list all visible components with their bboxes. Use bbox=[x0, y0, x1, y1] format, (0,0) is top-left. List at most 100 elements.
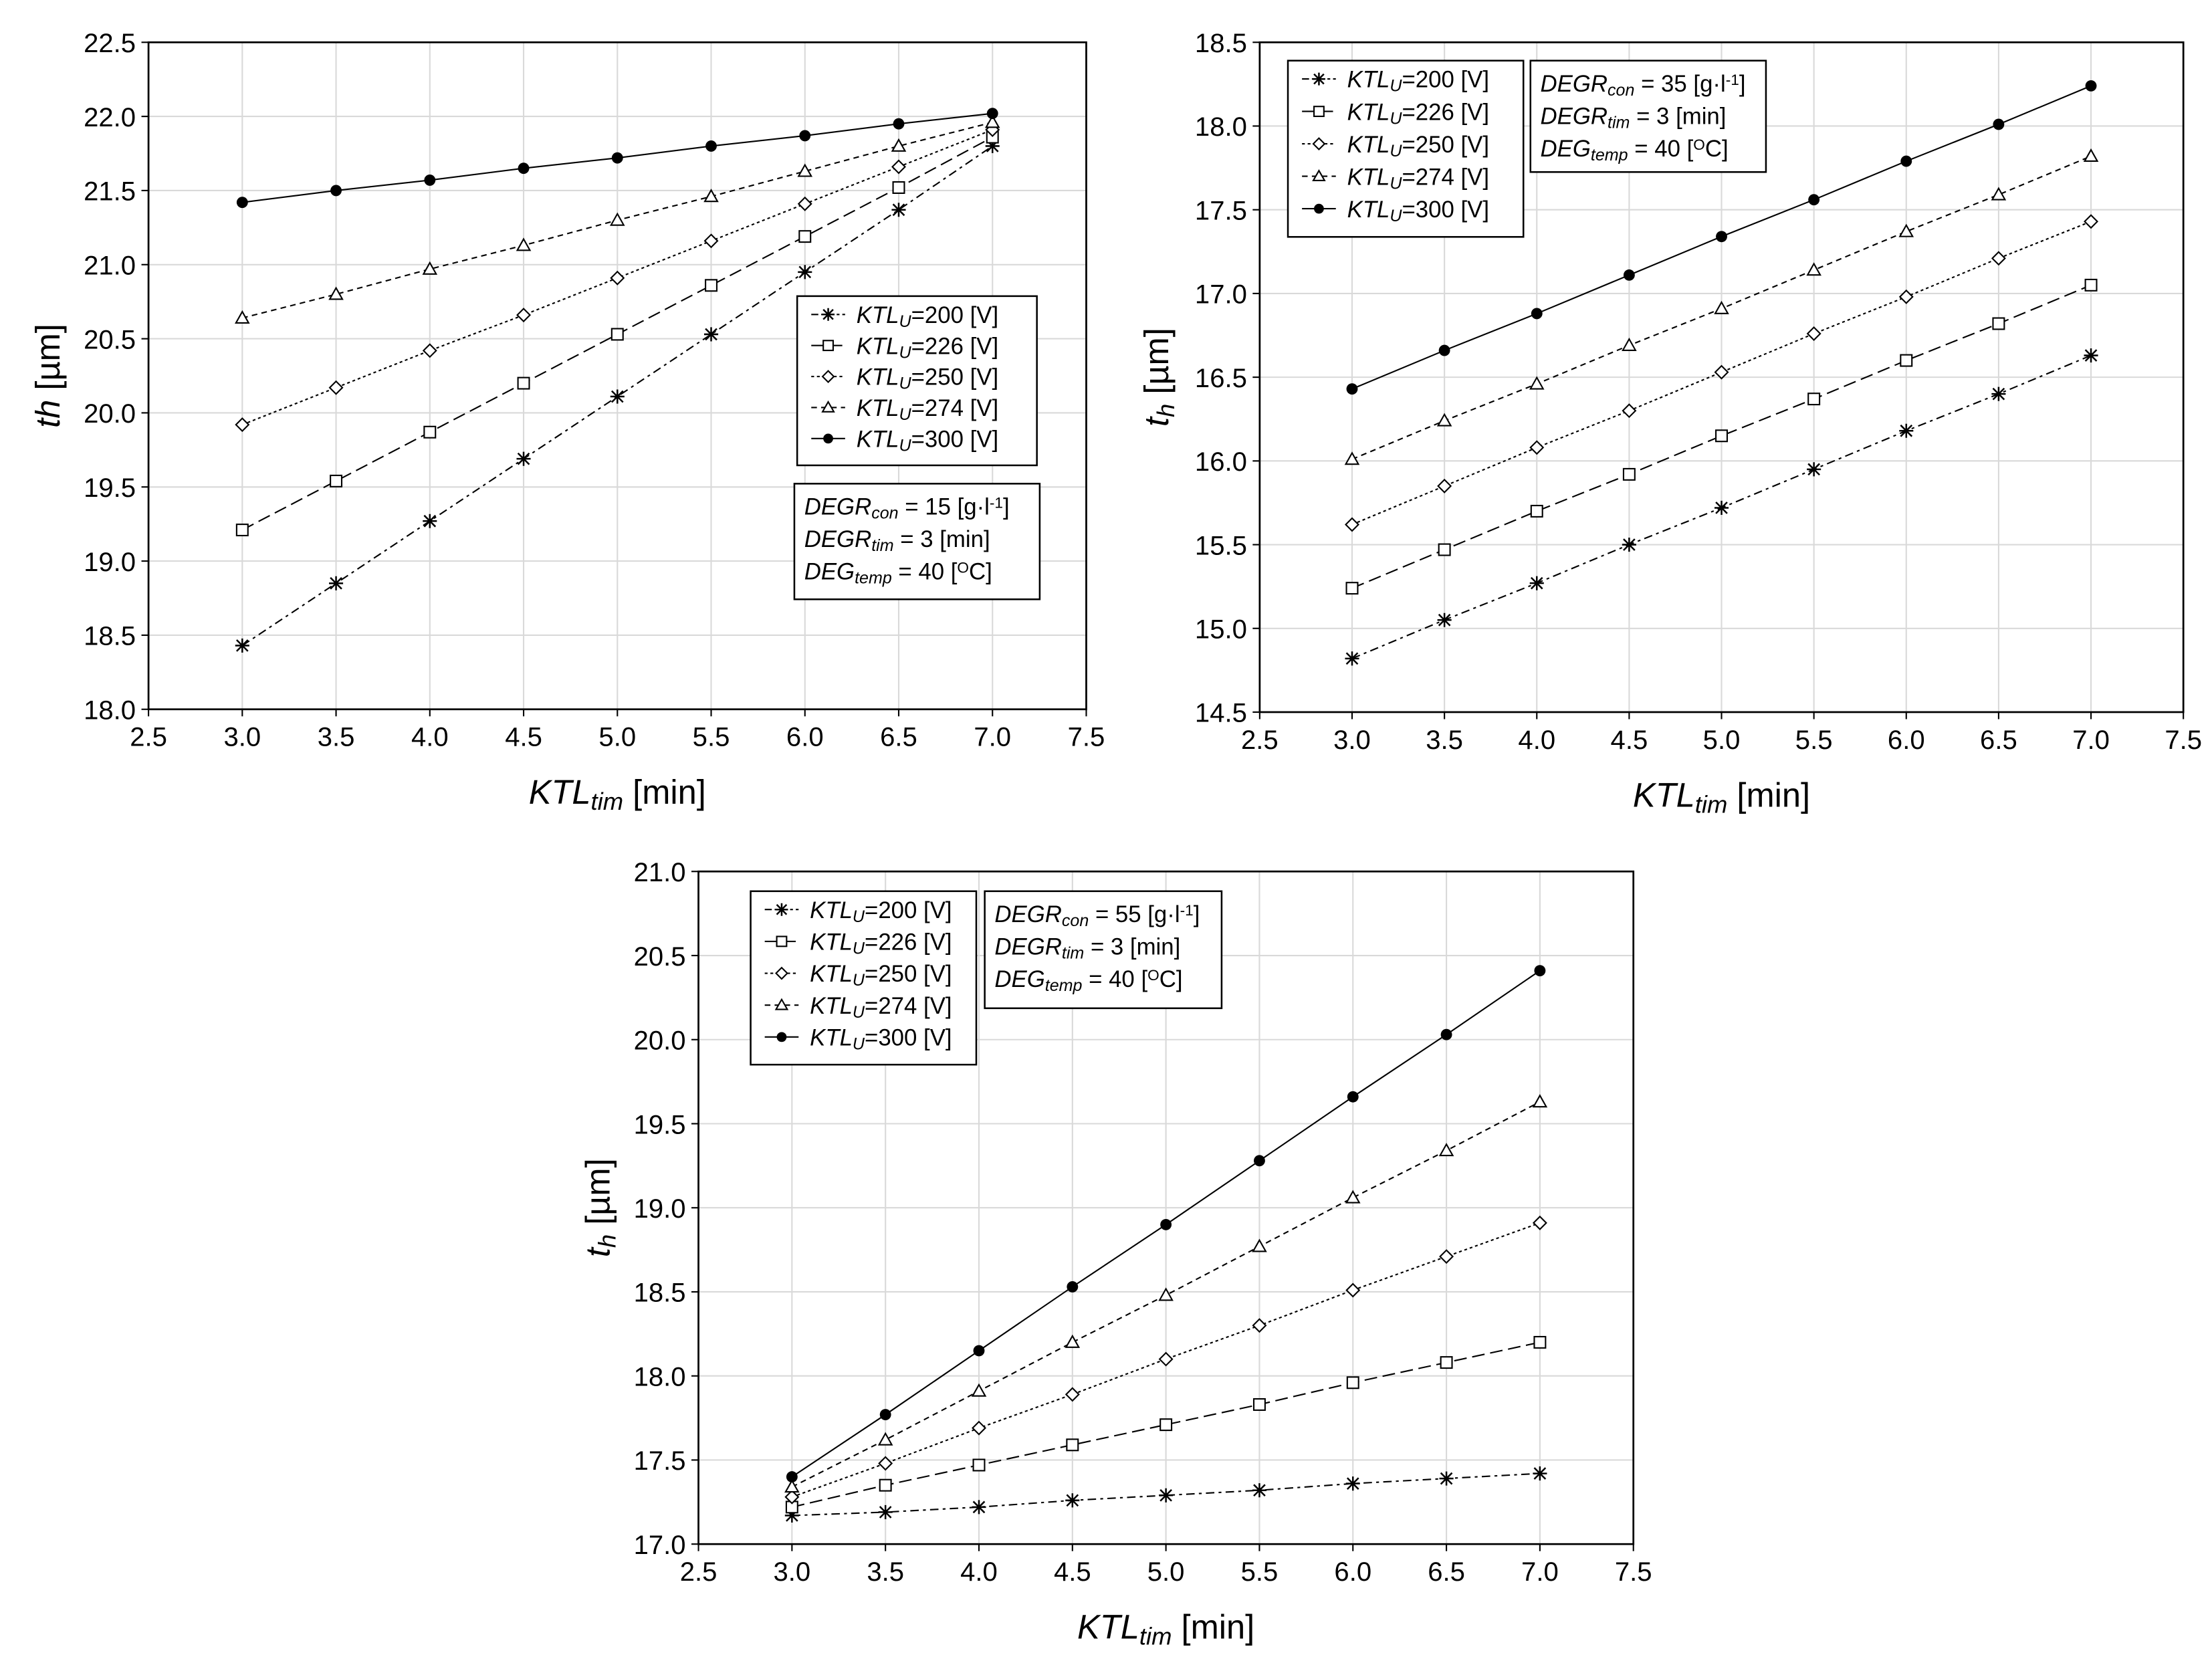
triangle-marker bbox=[1991, 187, 2007, 201]
legend: KTLU=200 [V]KTLU=226 [V]KTLU=250 [V]KTLU… bbox=[796, 295, 1038, 467]
triangle-marker bbox=[984, 114, 1000, 128]
diamond-marker bbox=[1065, 1387, 1080, 1402]
y-tick-label: 15.0 bbox=[1195, 615, 1247, 645]
text-part: C] bbox=[969, 560, 992, 585]
text-part: U bbox=[1390, 77, 1402, 96]
text-part: =226 [V] bbox=[865, 930, 952, 956]
text-part: temp bbox=[1045, 976, 1083, 995]
diamond-marker bbox=[1312, 137, 1326, 151]
parameters-box: DEGRcon = 15 [g·l-1]DEGRtim = 3 [min]DEG… bbox=[793, 483, 1041, 600]
x-tick-label: 6.5 bbox=[880, 723, 917, 752]
text-part: [µm] bbox=[29, 324, 67, 400]
text-part: = 3 [min] bbox=[894, 527, 990, 552]
legend-entry: KTLU=300 [V] bbox=[810, 1026, 952, 1054]
text-part: =226 [V] bbox=[1402, 100, 1490, 125]
asterisk-marker bbox=[1529, 576, 1544, 590]
text-part: =200 [V] bbox=[911, 303, 999, 328]
diamond-marker bbox=[1991, 251, 2006, 266]
square-marker bbox=[1438, 543, 1451, 556]
text-part: tim bbox=[591, 788, 624, 815]
y-tick-label: 16.0 bbox=[1195, 447, 1247, 477]
diamond-marker bbox=[821, 370, 835, 383]
text-part: KTL bbox=[1347, 100, 1390, 125]
text-part: [µm] bbox=[579, 1158, 617, 1234]
x-tick-label: 3.0 bbox=[774, 1557, 811, 1587]
triangle-marker bbox=[1532, 1094, 1548, 1108]
x-axis-label: KTLtim [min] bbox=[1077, 1607, 1254, 1650]
y-tick-label: 20.5 bbox=[634, 942, 686, 972]
triangle-marker bbox=[891, 138, 907, 152]
x-tick-label: 5.0 bbox=[598, 723, 636, 752]
square-marker bbox=[1346, 1376, 1359, 1389]
x-tick-label: 4.0 bbox=[1518, 726, 1555, 755]
filled-circle-marker bbox=[1347, 1091, 1359, 1103]
square-marker bbox=[1252, 1398, 1266, 1411]
triangle-marker bbox=[609, 212, 625, 226]
asterisk-marker bbox=[329, 576, 344, 590]
series-250 bbox=[1345, 214, 2099, 532]
text-part: DEGR bbox=[1541, 72, 1608, 97]
y-tick-label: 18.5 bbox=[634, 1278, 686, 1308]
series-300 bbox=[236, 108, 998, 209]
asterisk-marker bbox=[1991, 386, 2006, 401]
square-marker bbox=[1159, 1418, 1173, 1432]
y-tick-label: 19.5 bbox=[84, 473, 136, 503]
triangle-marker bbox=[1806, 262, 1821, 276]
legend-box bbox=[796, 295, 1038, 467]
series-274 bbox=[1344, 148, 2099, 465]
asterisk-marker bbox=[775, 903, 788, 916]
text-part: DEGR bbox=[994, 935, 1062, 960]
filled-circle-marker bbox=[776, 1032, 787, 1042]
triangle-marker bbox=[1714, 300, 1729, 314]
filled-circle-marker bbox=[986, 108, 998, 120]
text-part: = 3 [min] bbox=[1084, 935, 1180, 960]
parameter-line: DEGtemp = 40 [OC] bbox=[994, 967, 1182, 996]
legend-entry: KTLU=250 [V] bbox=[857, 365, 998, 393]
diamond-marker bbox=[610, 270, 625, 286]
text-part: C] bbox=[1159, 967, 1183, 992]
asterisk-marker bbox=[2084, 348, 2098, 363]
asterisk-marker bbox=[1345, 1476, 1360, 1491]
series-200 bbox=[235, 138, 1000, 653]
y-tick-label: 18.0 bbox=[84, 696, 136, 726]
x-tick-label: 4.5 bbox=[1611, 726, 1648, 755]
square-marker bbox=[611, 328, 624, 341]
triangle-marker bbox=[1345, 1190, 1361, 1204]
text-part: = 3 [min] bbox=[1630, 104, 1726, 130]
series-300 bbox=[1346, 80, 2097, 395]
y-axis-label: th [µm] bbox=[29, 324, 67, 428]
filled-circle-marker bbox=[1314, 203, 1324, 214]
triangle-marker bbox=[422, 261, 438, 275]
parameter-line: DEGRcon = 35 [g·l-1] bbox=[1541, 72, 1746, 100]
x-tick-label: 6.0 bbox=[1888, 726, 1925, 755]
y-tick-label: 19.0 bbox=[634, 1194, 686, 1224]
series-line bbox=[792, 1472, 1540, 1517]
x-tick-label: 6.5 bbox=[1980, 726, 2017, 755]
text-part: U bbox=[853, 907, 865, 926]
square-marker bbox=[235, 524, 249, 537]
text-part: h bbox=[1152, 404, 1180, 417]
parameter-line: DEGRtim = 3 [min] bbox=[1541, 104, 1727, 132]
text-part: DEGR bbox=[1541, 104, 1608, 130]
square-marker bbox=[822, 340, 834, 352]
asterisk-marker bbox=[1622, 538, 1636, 552]
diamond-marker bbox=[1439, 1249, 1454, 1264]
series-line bbox=[241, 145, 993, 647]
square-marker bbox=[798, 230, 812, 243]
text-part: U bbox=[899, 374, 912, 393]
filled-circle-marker bbox=[823, 433, 833, 444]
asterisk-marker bbox=[1345, 651, 1359, 666]
x-tick-label: 7.0 bbox=[2072, 726, 2110, 755]
y-tick-label: 17.0 bbox=[1195, 280, 1247, 310]
text-part: =274 [V] bbox=[1402, 164, 1490, 190]
filled-circle-marker bbox=[330, 185, 342, 197]
text-part: U bbox=[1390, 110, 1402, 128]
text-part: [min] bbox=[1727, 776, 1810, 814]
y-tick-label: 18.0 bbox=[1195, 112, 1247, 142]
diamond-marker bbox=[422, 343, 437, 358]
legend-entry: KTLU=274 [V] bbox=[857, 396, 998, 424]
x-tick-label: 5.5 bbox=[1241, 1557, 1279, 1587]
triangle-marker bbox=[703, 189, 719, 203]
square-marker bbox=[776, 935, 788, 948]
filled-circle-marker bbox=[2085, 80, 2097, 92]
